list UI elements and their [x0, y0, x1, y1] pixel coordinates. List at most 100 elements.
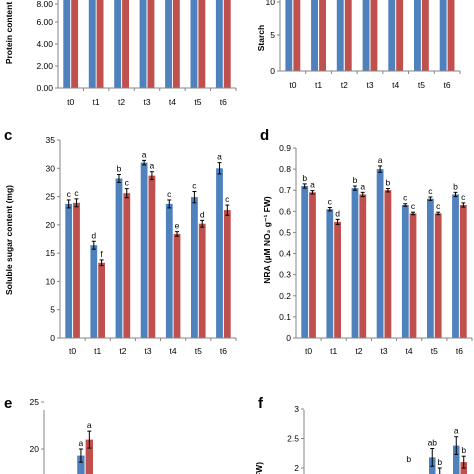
- bar-c-s2-t3: [148, 175, 156, 338]
- sig-label-c-s1-t3: a: [142, 149, 147, 159]
- sig-label-c-s2-t5: d: [200, 209, 205, 219]
- y-tick-label-c-30: 30: [46, 163, 56, 173]
- sig-label-e-s2-t1: a: [87, 420, 92, 430]
- bar-a-s1-t6: [215, 0, 223, 89]
- bar-b-s1-t0: [285, 0, 293, 72]
- x-tick-label-a-t3: t3: [143, 97, 150, 107]
- panel-label-e: e: [4, 395, 12, 412]
- x-tick-label-b-t6: t6: [444, 80, 451, 90]
- bar-a-s1-t0: [63, 0, 71, 89]
- x-tick-label-d-t4: t4: [406, 346, 413, 356]
- bar-a-s2-t4: [172, 0, 180, 89]
- y-tick-label-d-0.8: 0.8: [279, 164, 291, 174]
- y-tick-label-d-0.9: 0.9: [279, 143, 291, 153]
- panel-label-d: d: [260, 127, 269, 144]
- sig-label-c-s1-t2: b: [117, 164, 122, 174]
- y-tick-label-d-0.2: 0.2: [279, 291, 291, 301]
- x-tick-label-d-t0: t0: [305, 346, 312, 356]
- axes-layer: [41, 0, 473, 474]
- y-tick-label-d-0.5: 0.5: [279, 227, 291, 237]
- bar-d-s1-t1: [326, 209, 334, 338]
- sig-label-c-s1-t1: d: [91, 230, 96, 240]
- bar-b-s1-t3: [362, 0, 370, 72]
- y-tick-label-a-6.00: 6.00: [36, 17, 53, 27]
- x-tick-label-b-t1: t1: [315, 80, 322, 90]
- bar-b-s2-t6: [447, 0, 455, 72]
- y-axis-label-d: NRA (µM NO₂ g⁻¹ FW): [262, 196, 272, 284]
- bar-a-s1-t3: [139, 0, 147, 89]
- sig-label-c-s2-t4: e: [175, 221, 180, 231]
- bar-c-s1-t1: [90, 245, 98, 338]
- x-tick-label-c-t5: t5: [195, 346, 202, 356]
- bar-a-s2-t6: [223, 0, 231, 89]
- bar-b-s2-t4: [396, 0, 404, 72]
- x-tick-label-c-t1: t1: [94, 346, 101, 356]
- y-tick-label-d-0.6: 0.6: [279, 206, 291, 216]
- y-tick-label-a-4.00: 4.00: [36, 39, 53, 49]
- x-tick-label-c-t6: t6: [220, 346, 227, 356]
- y-tick-label-a-2.00: 2.00: [36, 61, 53, 71]
- x-tick-label-b-t5: t5: [418, 80, 425, 90]
- y-tick-label-c-10: 10: [46, 276, 56, 286]
- x-tick-label-a-t2: t2: [118, 97, 125, 107]
- bar-d-s2-t2: [359, 194, 367, 338]
- bar-b-s2-t2: [344, 0, 352, 72]
- bar-e-s1-t1: [77, 455, 85, 474]
- y-tick-label-c-35: 35: [46, 135, 56, 145]
- panel-label-f: f: [258, 395, 264, 412]
- sig-label-c-s1-t0: c: [67, 189, 72, 199]
- y-tick-label-c-5: 5: [50, 305, 55, 315]
- x-tick-label-a-t1: t1: [93, 97, 100, 107]
- x-tick-label-b-t0: t0: [289, 80, 296, 90]
- bar-c-s1-t5: [191, 197, 198, 338]
- x-tick-label-d-t5: t5: [431, 346, 438, 356]
- x-tick-label-a-t6: t6: [220, 97, 227, 107]
- y-tick-label-b-0: 0: [270, 66, 275, 76]
- sig-label-d-s1-t0: b: [302, 173, 307, 183]
- x-tick-label-a-t0: t0: [67, 97, 74, 107]
- bar-a-s2-t0: [71, 0, 79, 89]
- bar-d-s2-t4: [409, 213, 417, 338]
- x-tick-label-d-t2: t2: [355, 346, 362, 356]
- bar-d-s2-t5: [434, 213, 442, 338]
- y-axis-label-a: Protein content: [4, 2, 14, 65]
- y-axis-label-c: Soluble sugar content (mg): [4, 185, 14, 295]
- sig-label-d-s2-t5: c: [436, 201, 441, 211]
- bar-a-s1-t5: [190, 0, 198, 89]
- y-tick-label-d-0: 0: [286, 333, 291, 343]
- bar-c-s2-t6: [223, 210, 231, 338]
- sig-label-d-s1-t4: c: [403, 193, 408, 203]
- bar-f-s1-t6: [453, 445, 460, 474]
- sig-label-f-s2-t5: b: [437, 457, 442, 467]
- x-tick-label-c-t4: t4: [170, 346, 177, 356]
- x-tick-label-b-t4: t4: [392, 80, 399, 90]
- bar-d-s1-t4: [401, 205, 409, 338]
- sig-label-d-s2-t3: b: [386, 178, 391, 188]
- bar-d-s1-t2: [351, 188, 359, 338]
- y-tick-label-e-25: 25: [30, 397, 40, 407]
- y-tick-label-d-0.1: 0.1: [279, 312, 291, 322]
- bar-b-s1-t6: [439, 0, 447, 72]
- sig-label-e-s1-t1: a: [79, 438, 84, 448]
- y-tick-label-a-0.00: 0.00: [36, 83, 53, 93]
- sig-label-c-s1-t6: a: [217, 152, 222, 162]
- bar-d-s1-t3: [376, 169, 384, 338]
- bar-c-s2-t2: [123, 193, 131, 338]
- bars-layer: [63, 0, 467, 474]
- y-tick-label-c-15: 15: [46, 248, 56, 258]
- bar-c-s2-t0: [73, 202, 80, 338]
- y-tick-label-d-0.3: 0.3: [279, 270, 291, 280]
- sig-label-d-s1-t6: b: [453, 181, 458, 191]
- x-tick-label-a-t5: t5: [194, 97, 201, 107]
- sig-label-f-s1-t6: a: [454, 426, 459, 436]
- y-tick-label-f-2: 2: [294, 463, 299, 473]
- bar-b-s2-t5: [421, 0, 429, 72]
- sig-label-d-s2-t1: d: [335, 208, 340, 218]
- bar-c-s2-t5: [198, 223, 206, 338]
- y-tick-label-c-0: 0: [50, 333, 55, 343]
- sig-label-f-s1-t5: ab: [428, 438, 438, 448]
- sig-label-d-s2-t6: c: [461, 192, 466, 202]
- bar-b-s2-t0: [293, 0, 301, 72]
- bar-b-s1-t1: [311, 0, 318, 72]
